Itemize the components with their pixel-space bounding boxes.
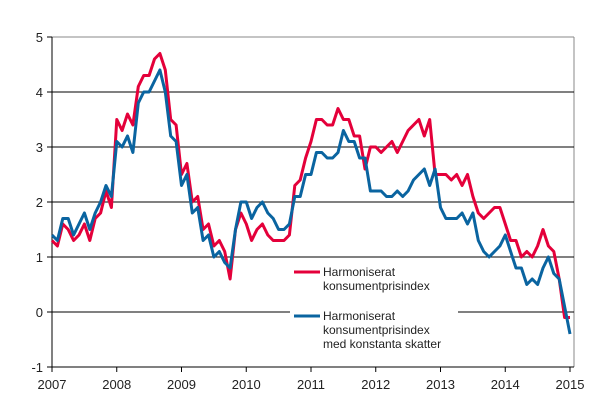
x-tick-label: 2007 bbox=[38, 377, 67, 392]
x-tick-label: 2013 bbox=[426, 377, 455, 392]
y-tick-label: 5 bbox=[36, 30, 43, 45]
series-line-2 bbox=[50, 68, 572, 335]
legend-background bbox=[290, 262, 458, 358]
series-line-1 bbox=[50, 52, 570, 319]
x-tick-label: 2011 bbox=[297, 377, 325, 392]
x-tick-label: 2009 bbox=[167, 377, 196, 392]
legend-label: konsumentprisindex bbox=[323, 279, 430, 293]
legend-label: Harmoniserat bbox=[323, 309, 396, 323]
x-tick-label: 2015 bbox=[556, 377, 585, 392]
x-tick-label: 2010 bbox=[232, 377, 261, 392]
y-tick-label: 0 bbox=[36, 305, 43, 320]
x-tick-label: 2012 bbox=[361, 377, 390, 392]
legend-label: med konstanta skatter bbox=[323, 337, 441, 351]
y-tick-label: -1 bbox=[31, 360, 43, 375]
x-tick-label: 2014 bbox=[491, 377, 520, 392]
y-tick-label: 4 bbox=[36, 85, 43, 100]
y-tick-label: 1 bbox=[36, 250, 43, 265]
legend-label: konsumentprisindex bbox=[323, 323, 430, 337]
legend-label: Harmoniserat bbox=[323, 265, 396, 279]
y-tick-label: 2 bbox=[36, 195, 43, 210]
y-tick-label: 3 bbox=[36, 140, 43, 155]
x-tick-label: 2008 bbox=[102, 377, 131, 392]
